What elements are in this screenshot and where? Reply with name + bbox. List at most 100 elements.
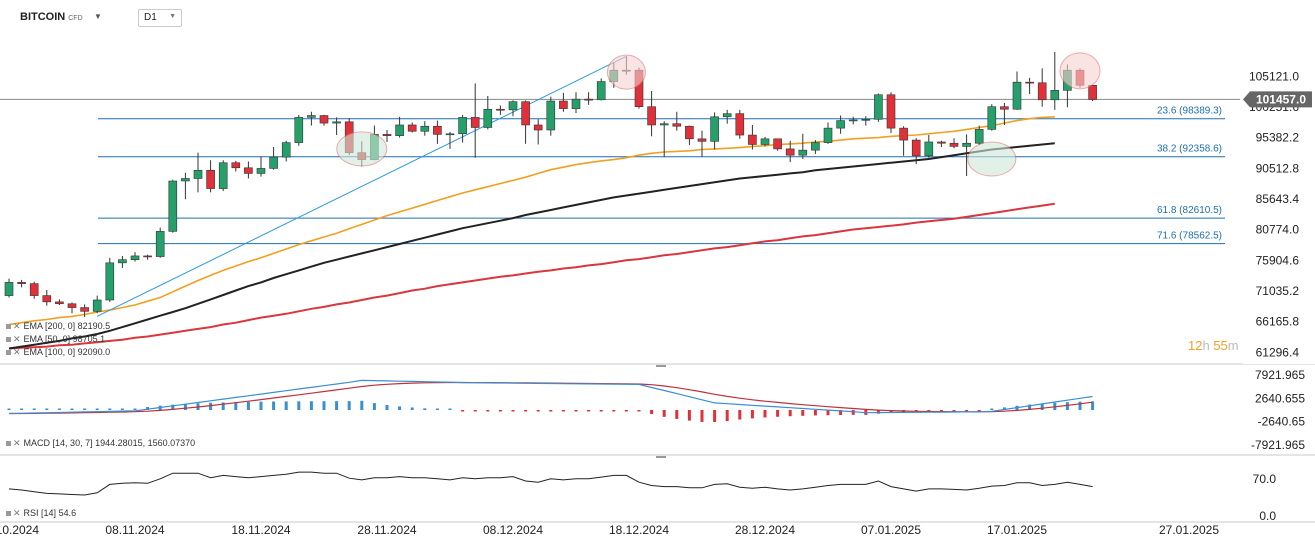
pane-resize-handle[interactable] (656, 456, 666, 458)
legend-ema200[interactable]: ✕ EMA [200, 0] 82190.5 (6, 321, 110, 332)
candle[interactable] (546, 96, 556, 136)
candle[interactable] (874, 93, 883, 122)
close-icon[interactable]: ✕ (13, 347, 21, 357)
candle[interactable] (798, 133, 808, 159)
candle[interactable] (924, 135, 934, 158)
candle[interactable] (496, 105, 505, 115)
pane-resize-handle[interactable] (656, 365, 666, 367)
candle[interactable] (760, 136, 770, 147)
candle[interactable] (836, 115, 845, 134)
candle[interactable] (118, 255, 127, 268)
legend-ema50[interactable]: ✕ EMA [50, 0] 98705.1 (6, 334, 105, 345)
candle[interactable] (823, 122, 833, 144)
candle[interactable] (571, 92, 581, 114)
candle[interactable] (785, 140, 795, 163)
legend-rsi[interactable]: ✕ RSI [14] 54.6 (6, 508, 76, 519)
candle[interactable] (710, 112, 719, 150)
candle[interactable] (647, 90, 656, 137)
candle[interactable] (29, 281, 39, 299)
candle[interactable] (269, 147, 278, 170)
candle[interactable] (584, 92, 593, 105)
candle[interactable] (533, 119, 543, 145)
candle[interactable] (659, 121, 669, 158)
candle[interactable] (697, 130, 707, 157)
candle[interactable] (319, 114, 329, 126)
candle[interactable] (143, 254, 152, 260)
candle[interactable] (168, 179, 178, 233)
candle[interactable] (155, 227, 165, 258)
candle[interactable] (937, 140, 946, 148)
candle[interactable] (231, 160, 241, 172)
candle[interactable] (80, 304, 89, 317)
candle[interactable] (483, 96, 493, 130)
candle[interactable] (748, 124, 757, 150)
candle[interactable] (987, 104, 997, 131)
candle[interactable] (4, 278, 14, 298)
candle[interactable] (911, 138, 921, 165)
candle[interactable] (722, 109, 732, 124)
macd-line[interactable] (8, 379, 1093, 415)
candle[interactable] (1012, 71, 1022, 110)
symbol-dropdown-icon[interactable]: ▼ (94, 12, 102, 21)
candle[interactable] (206, 160, 215, 193)
candle[interactable] (67, 302, 77, 314)
candle[interactable] (962, 134, 971, 176)
trendline-up[interactable] (96, 55, 627, 317)
candle[interactable] (899, 126, 908, 156)
ema200-line[interactable] (8, 142, 1055, 350)
candle[interactable] (294, 114, 304, 146)
candle[interactable] (420, 121, 430, 136)
candle[interactable] (848, 116, 858, 125)
close-icon[interactable]: ✕ (13, 438, 21, 448)
candle[interactable] (559, 92, 568, 112)
candle[interactable] (433, 120, 442, 144)
candle[interactable] (281, 140, 291, 162)
legend-ema100[interactable]: ✕ EMA [100, 0] 92090.0 (6, 347, 110, 358)
candle[interactable] (445, 131, 455, 149)
timeframe-select[interactable]: D1 ▼ (138, 9, 182, 27)
candle[interactable] (193, 152, 203, 193)
candle[interactable] (735, 109, 745, 139)
candle[interactable] (244, 161, 253, 179)
candle[interactable] (256, 156, 266, 177)
candle[interactable] (1037, 68, 1047, 107)
candle[interactable] (395, 116, 404, 138)
candle[interactable] (508, 100, 518, 117)
candle[interactable] (974, 125, 984, 146)
candle[interactable] (130, 252, 140, 262)
candle[interactable] (55, 299, 64, 306)
ema100-line[interactable] (8, 202, 1055, 350)
legend-macd[interactable]: ✕ MACD [14, 30, 7] 1944.28015, 1560.07370 (6, 438, 195, 449)
close-icon[interactable]: ✕ (13, 334, 21, 344)
candle[interactable] (521, 100, 530, 144)
candle[interactable] (672, 111, 682, 131)
candle[interactable] (382, 130, 392, 142)
candle[interactable] (17, 279, 26, 288)
candle[interactable] (596, 78, 606, 101)
candle[interactable] (470, 83, 480, 158)
ema50-line[interactable] (8, 116, 1055, 326)
close-icon[interactable]: ✕ (13, 321, 21, 331)
candle[interactable] (92, 295, 102, 314)
candle[interactable] (1025, 77, 1034, 95)
candle[interactable] (811, 140, 820, 154)
candle[interactable] (685, 125, 694, 146)
rsi-line[interactable] (8, 471, 1093, 496)
symbol-label[interactable]: BITCOIN CFD (20, 11, 83, 23)
candle[interactable] (1050, 51, 1060, 110)
candle[interactable] (407, 122, 417, 133)
candle[interactable] (218, 160, 228, 192)
candle[interactable] (861, 116, 871, 126)
close-icon[interactable]: ✕ (13, 508, 21, 518)
candle[interactable] (949, 138, 959, 149)
candle[interactable] (332, 117, 341, 136)
candle[interactable] (773, 138, 782, 151)
candle[interactable] (1000, 102, 1009, 125)
candle[interactable] (105, 257, 115, 302)
candle[interactable] (458, 114, 467, 143)
candle[interactable] (181, 172, 190, 200)
candle[interactable] (307, 111, 316, 126)
candle[interactable] (42, 289, 52, 306)
candle[interactable] (886, 92, 896, 134)
